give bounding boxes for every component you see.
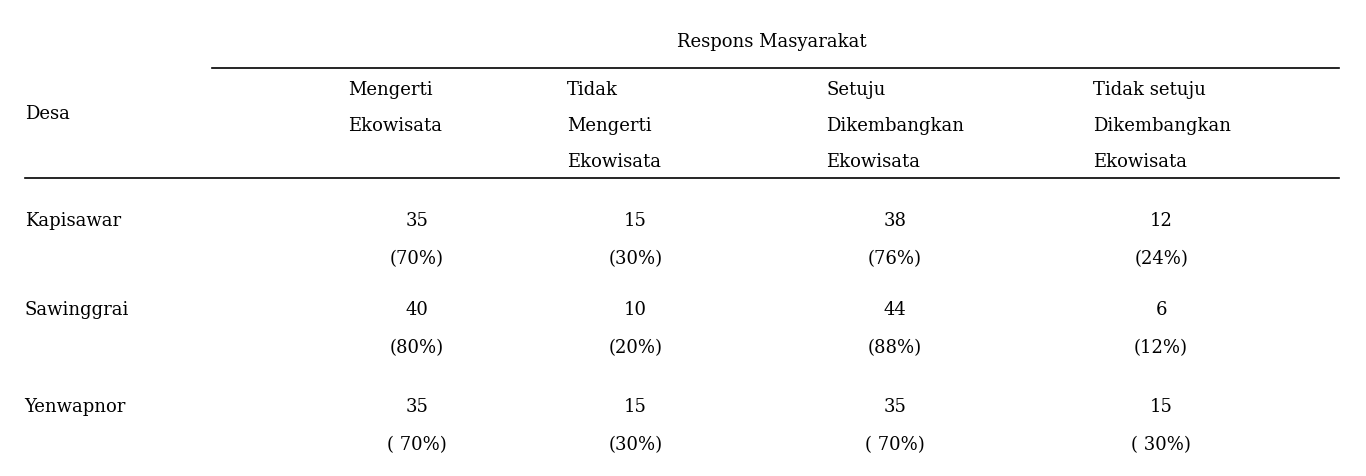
Text: (24%): (24%) [1134, 250, 1188, 268]
Text: ( 70%): ( 70%) [865, 436, 925, 454]
Text: 35: 35 [406, 397, 428, 416]
Text: 38: 38 [884, 212, 906, 230]
Text: (76%): (76%) [867, 250, 922, 268]
Text: (20%): (20%) [608, 338, 663, 356]
Text: Ekowisata: Ekowisata [567, 152, 661, 170]
Text: 15: 15 [1150, 397, 1172, 416]
Text: Desa: Desa [25, 105, 70, 123]
Text: Mengerti: Mengerti [348, 81, 433, 99]
Text: Ekowisata: Ekowisata [1093, 152, 1187, 170]
Text: Yenwapnor: Yenwapnor [25, 397, 126, 416]
Text: Sawinggrai: Sawinggrai [25, 300, 128, 318]
Text: Dikembangkan: Dikembangkan [826, 117, 964, 135]
Text: Mengerti: Mengerti [567, 117, 652, 135]
Text: (12%): (12%) [1134, 338, 1188, 356]
Text: 44: 44 [884, 300, 906, 318]
Text: Tidak setuju: Tidak setuju [1093, 81, 1206, 99]
Text: Respons Masyarakat: Respons Masyarakat [678, 33, 866, 51]
Text: Setuju: Setuju [826, 81, 885, 99]
Text: 15: 15 [624, 212, 646, 230]
Text: Ekowisata: Ekowisata [348, 117, 443, 135]
Text: ( 70%): ( 70%) [387, 436, 447, 454]
Text: ( 30%): ( 30%) [1131, 436, 1191, 454]
Text: 10: 10 [624, 300, 646, 318]
Text: 35: 35 [884, 397, 906, 416]
Text: Dikembangkan: Dikembangkan [1093, 117, 1231, 135]
Text: (30%): (30%) [608, 436, 663, 454]
Text: 35: 35 [406, 212, 428, 230]
Text: Ekowisata: Ekowisata [826, 152, 921, 170]
Text: (88%): (88%) [867, 338, 922, 356]
Text: Tidak: Tidak [567, 81, 617, 99]
Text: 6: 6 [1156, 300, 1167, 318]
Text: 12: 12 [1150, 212, 1172, 230]
Text: (30%): (30%) [608, 250, 663, 268]
Text: Kapisawar: Kapisawar [25, 212, 120, 230]
Text: 40: 40 [406, 300, 428, 318]
Text: (80%): (80%) [389, 338, 444, 356]
Text: (70%): (70%) [389, 250, 444, 268]
Text: 15: 15 [624, 397, 646, 416]
